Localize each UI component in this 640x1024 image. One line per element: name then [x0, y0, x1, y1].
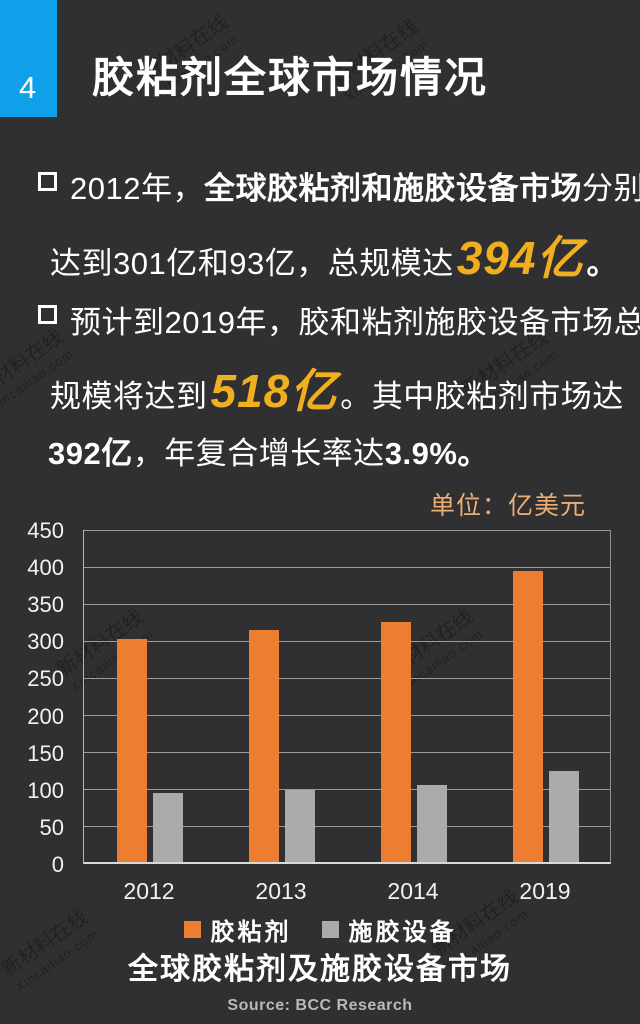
bullet2-line1: 预计到2019年，胶和粘剂施胶设备市场总 — [70, 305, 640, 340]
bar-s1-2019 — [549, 771, 579, 862]
legend-label: 施胶设备 — [348, 918, 457, 946]
bar-s0-2012 — [117, 638, 147, 862]
y-tick-label: 450 — [27, 518, 64, 543]
legend-item: 胶粘剂 — [183, 912, 292, 947]
chart-source: Source: BCC Research — [227, 997, 413, 1014]
chart-title: 全球胶粘剂及施胶设备市场 — [128, 953, 512, 986]
legend-swatch-icon — [321, 920, 339, 938]
page-number-box: 4 — [0, 0, 57, 117]
y-tick-label: 50 — [39, 814, 64, 840]
bullet2-line2: 规模将达到518亿。其中胶粘剂市场达 — [50, 365, 624, 417]
bar-s0-2014 — [381, 621, 411, 862]
bullet-square-icon — [38, 305, 57, 324]
y-tick-label: 250 — [27, 666, 64, 692]
y-tick-label: 100 — [27, 777, 64, 803]
y-tick-label: 300 — [27, 629, 64, 655]
bar-s1-2014 — [417, 784, 447, 862]
gridline — [84, 677, 610, 679]
gridline — [84, 789, 610, 791]
chart-unit-label: 单位：亿美元 — [430, 492, 587, 520]
y-tick-label: 150 — [27, 740, 64, 766]
gridline — [84, 640, 610, 642]
gridline — [84, 826, 610, 828]
highlight-394: 394亿 — [456, 232, 584, 284]
bullet1-line2: 达到301亿和93亿，总规模达394亿。 — [50, 232, 618, 284]
y-tick-label: 0 — [51, 852, 64, 877]
bullet2-line3: 392亿，年复合增长率达3.9%。 — [48, 436, 489, 471]
y-tick-label: 400 — [27, 555, 64, 581]
gridline — [84, 715, 610, 717]
x-tick-label: 2012 — [123, 878, 175, 904]
legend-label: 胶粘剂 — [210, 918, 292, 946]
x-tick-label: 2013 — [255, 878, 307, 904]
legend-item: 施胶设备 — [321, 912, 457, 947]
gridline — [84, 529, 610, 531]
gridline — [84, 752, 610, 754]
x-tick-label: 2014 — [387, 878, 439, 904]
chart-legend: 胶粘剂 施胶设备 — [0, 912, 640, 947]
y-tick-label: 200 — [27, 703, 64, 729]
gridline — [84, 566, 610, 568]
bar-s1-2013 — [285, 790, 315, 862]
plot-area — [83, 529, 611, 864]
page-number: 4 — [19, 70, 37, 105]
bar-s0-2013 — [249, 629, 279, 862]
page-title: 胶粘剂全球市场情况 — [92, 54, 489, 101]
highlight-518: 518亿 — [210, 365, 338, 417]
x-tick-label: 2019 — [519, 878, 571, 904]
legend-swatch-icon — [183, 920, 201, 938]
gridline — [84, 603, 610, 605]
bar-s0-2019 — [513, 571, 543, 862]
bullet-square-icon — [38, 172, 57, 191]
bullet1-line1: 2012年，全球胶粘剂和施胶设备市场分别 — [70, 171, 640, 206]
bar-s1-2012 — [153, 792, 183, 862]
y-tick-label: 350 — [27, 592, 64, 618]
